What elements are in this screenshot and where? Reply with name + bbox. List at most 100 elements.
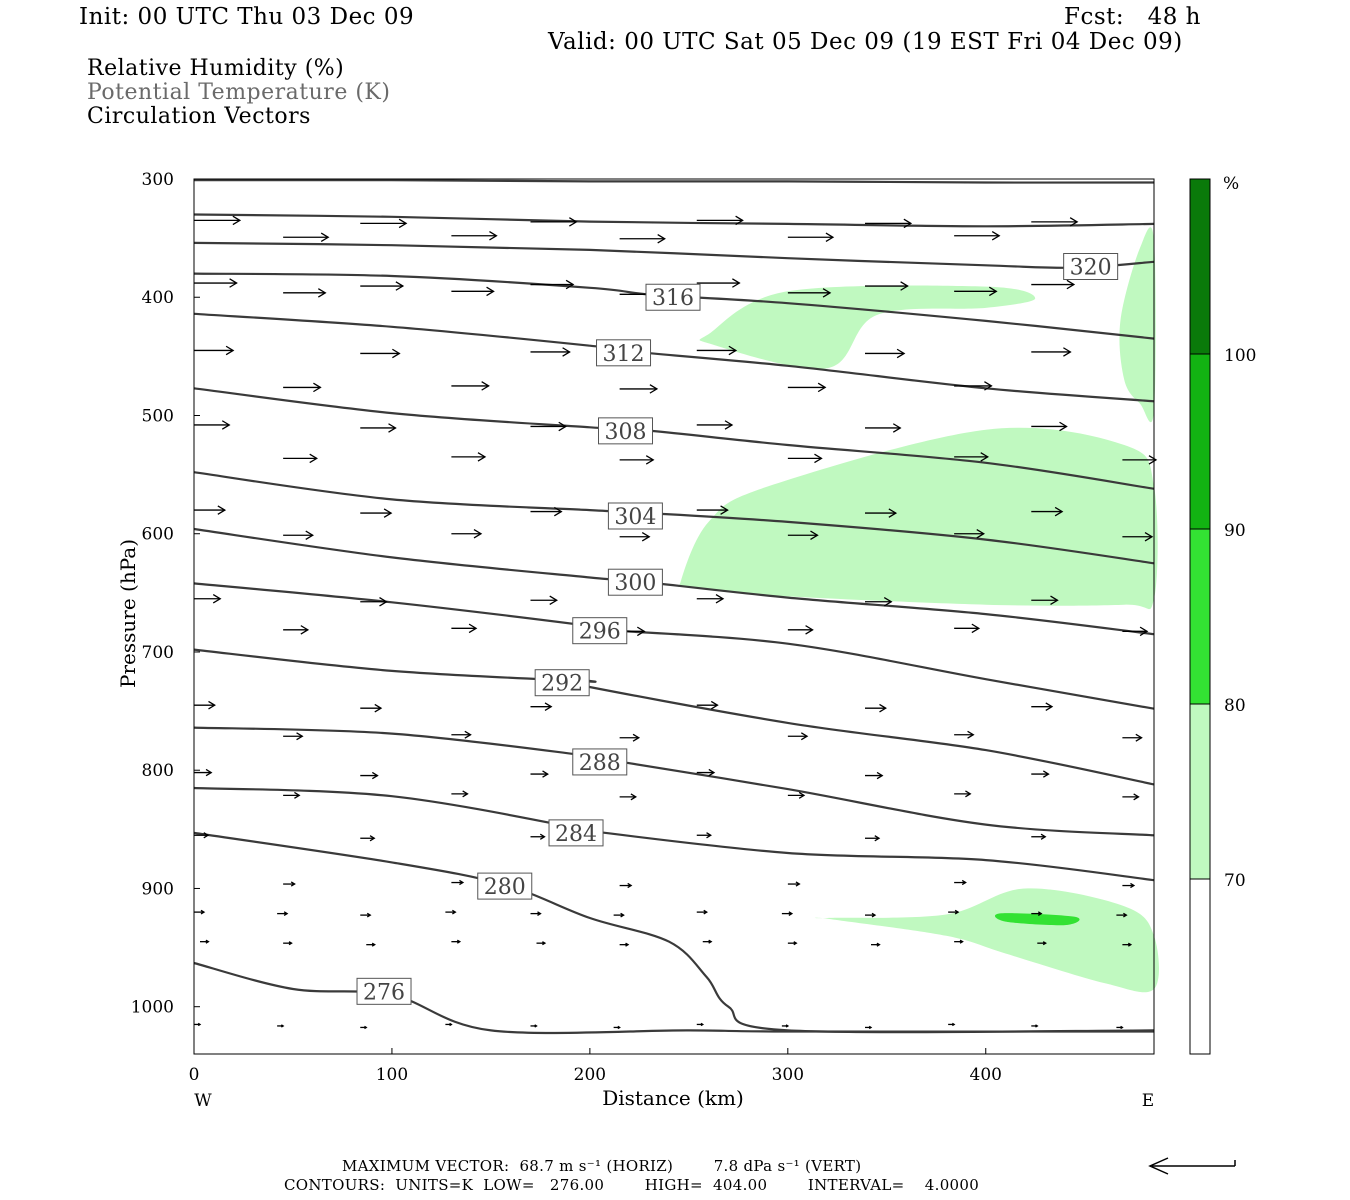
- vector-head: [700, 1022, 705, 1027]
- vector-head: [473, 528, 483, 539]
- vector-head: [208, 700, 216, 710]
- vector-head: [800, 732, 809, 741]
- isentrope-320: [193, 241, 1155, 269]
- vector-head: [1050, 595, 1059, 606]
- vector-head: [657, 233, 666, 244]
- vector-head: [876, 942, 881, 947]
- vector-head: [708, 939, 713, 944]
- vector-head: [1066, 279, 1076, 290]
- contour-label-box: [607, 568, 663, 596]
- vector-head: [549, 595, 558, 606]
- vector-head: [703, 909, 708, 915]
- legend-vectors: Circulation Vectors: [87, 104, 311, 129]
- vector-head: [1135, 733, 1143, 742]
- contour-label-box: [598, 417, 654, 445]
- vector-head: [892, 423, 902, 433]
- legend-theta: Potential Temperature (K): [87, 80, 391, 105]
- contour-label-box: [596, 339, 652, 367]
- isentrope-276: [193, 961, 1155, 1035]
- isentrope-324: [193, 213, 1155, 228]
- vector-head: [1063, 347, 1072, 357]
- contour-label-296: 296: [579, 620, 621, 645]
- colorbar-segment: [1190, 879, 1210, 1054]
- vector-head: [462, 790, 469, 798]
- vector-head: [317, 288, 327, 298]
- rh-region-70-80: [1119, 227, 1156, 423]
- vector-head: [896, 348, 906, 359]
- contour-labels: 320 316 312 308 304 300 296 292 288 284 280 276: [356, 253, 1119, 1005]
- isentrope-312: [193, 312, 1155, 403]
- contour-label-300: 300: [614, 571, 656, 596]
- vector-head: [481, 381, 490, 391]
- x-axis-label: Distance (km): [602, 1086, 744, 1110]
- footer-contours: CONTOURS: UNITS=K LOW= 276.00 HIGH= 404.…: [284, 1176, 980, 1194]
- vector-head: [392, 348, 401, 359]
- vector-head: [871, 912, 877, 918]
- rh-region-70-80: [814, 888, 1159, 993]
- vector-head: [1133, 793, 1140, 801]
- isentrope-284: [193, 786, 1155, 882]
- vector-head: [456, 939, 462, 944]
- vector-head: [280, 1024, 285, 1028]
- vector-head: [320, 232, 330, 243]
- legend-rh: Relative Humidity (%): [87, 56, 345, 81]
- x-tick-label: 400: [970, 1065, 1002, 1085]
- reference-arrow: [1148, 1157, 1236, 1175]
- contour-label-276: 276: [363, 980, 405, 1005]
- vector-head: [868, 1025, 873, 1030]
- vector-head: [1040, 833, 1047, 840]
- vector-head: [388, 423, 397, 433]
- vector-head: [217, 505, 227, 515]
- vector-head: [534, 1024, 538, 1028]
- vector-head: [294, 791, 301, 799]
- vector-head: [1123, 912, 1128, 918]
- vector-head: [232, 215, 242, 226]
- vector-head: [539, 833, 546, 840]
- y-tick-label: 600: [142, 525, 174, 545]
- vector-head: [398, 218, 408, 229]
- vector-head: [283, 911, 289, 916]
- vector-head: [1130, 882, 1136, 889]
- vector-head: [710, 700, 719, 710]
- plot-frame: [193, 178, 1155, 1055]
- vector-head: [562, 347, 571, 357]
- y-axis-label: Pressure (hPa): [116, 539, 140, 688]
- y-tick-label: 400: [142, 288, 174, 308]
- vector-head: [366, 912, 372, 918]
- vector-head: [300, 625, 310, 635]
- contour-label-box: [572, 748, 628, 776]
- vector-head: [221, 420, 231, 430]
- vector-head: [542, 941, 547, 946]
- colorbar-segment: [1190, 529, 1210, 704]
- vector-head: [477, 452, 487, 462]
- vector-head: [1148, 455, 1158, 465]
- contour-label-320: 320: [1070, 256, 1112, 281]
- x-end-label-east: E: [1142, 1091, 1154, 1111]
- vector-head: [805, 625, 814, 635]
- vector-head: [728, 345, 738, 356]
- y-tick-label: 900: [142, 879, 174, 899]
- contour-label-312: 312: [603, 342, 645, 367]
- vector-head: [630, 793, 637, 801]
- y-tick-label: 1000: [131, 998, 174, 1018]
- vector-head: [489, 230, 498, 241]
- vector-head: [1059, 421, 1068, 432]
- vector-head: [720, 505, 729, 515]
- contour-label-box: [607, 502, 663, 530]
- vector-head: [822, 288, 832, 298]
- vector-head: [212, 594, 222, 604]
- vector-head: [203, 832, 210, 839]
- x-tick-label: 200: [574, 1065, 606, 1085]
- vector-head: [817, 382, 827, 393]
- colorbar-segment: [1190, 179, 1210, 354]
- vector-head: [645, 455, 655, 465]
- vector-head: [452, 909, 457, 915]
- vector-head: [814, 453, 823, 464]
- vector-head: [1069, 217, 1079, 227]
- vector-head: [620, 912, 625, 918]
- vector-head: [641, 531, 651, 542]
- vector-head: [632, 733, 641, 742]
- vector-head: [984, 381, 993, 391]
- vector-head: [1144, 531, 1154, 542]
- colorbar-level-label: 80: [1224, 696, 1246, 716]
